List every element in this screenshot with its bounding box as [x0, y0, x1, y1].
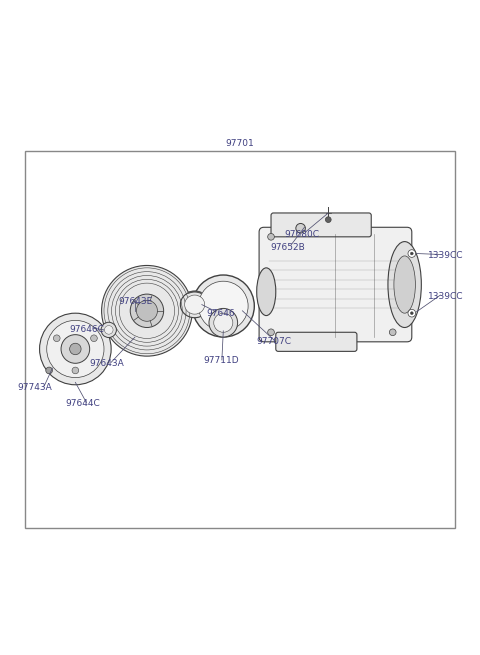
Ellipse shape: [388, 242, 421, 328]
Circle shape: [105, 326, 113, 334]
Text: 97646: 97646: [206, 309, 235, 318]
Text: 97711D: 97711D: [203, 356, 239, 365]
Text: 97701: 97701: [226, 140, 254, 148]
Circle shape: [410, 252, 413, 255]
Ellipse shape: [180, 291, 209, 318]
Ellipse shape: [394, 256, 415, 313]
Circle shape: [268, 233, 275, 240]
Ellipse shape: [185, 295, 204, 314]
Circle shape: [296, 223, 305, 233]
Text: 97743A: 97743A: [17, 383, 52, 392]
Text: 1339CC: 1339CC: [428, 252, 463, 261]
Text: 97643A: 97643A: [89, 359, 124, 368]
FancyBboxPatch shape: [259, 227, 412, 342]
Circle shape: [102, 265, 192, 356]
Circle shape: [46, 367, 52, 374]
Circle shape: [209, 309, 238, 337]
Circle shape: [39, 313, 111, 384]
Text: 97644C: 97644C: [65, 400, 100, 408]
Bar: [25, 151, 455, 528]
Circle shape: [408, 309, 416, 317]
Circle shape: [410, 312, 413, 314]
FancyBboxPatch shape: [271, 213, 371, 237]
Circle shape: [199, 281, 248, 331]
Text: 97652B: 97652B: [270, 243, 305, 252]
Circle shape: [91, 335, 97, 341]
Circle shape: [192, 275, 254, 337]
FancyBboxPatch shape: [276, 332, 357, 351]
Circle shape: [70, 343, 81, 355]
Circle shape: [408, 250, 416, 257]
Text: 1339CC: 1339CC: [428, 292, 463, 301]
Ellipse shape: [257, 268, 276, 316]
Circle shape: [72, 367, 79, 374]
Circle shape: [136, 300, 157, 322]
Circle shape: [325, 217, 331, 223]
Circle shape: [53, 335, 60, 341]
Text: 97643E: 97643E: [118, 297, 152, 306]
Circle shape: [214, 313, 233, 332]
Text: 97646C: 97646C: [70, 326, 105, 335]
Circle shape: [389, 329, 396, 335]
Text: 97680C: 97680C: [285, 230, 320, 239]
Circle shape: [268, 329, 275, 335]
Text: 97707C: 97707C: [256, 337, 291, 346]
Circle shape: [47, 320, 104, 378]
Circle shape: [101, 322, 116, 337]
Circle shape: [130, 294, 164, 328]
Circle shape: [61, 335, 90, 364]
